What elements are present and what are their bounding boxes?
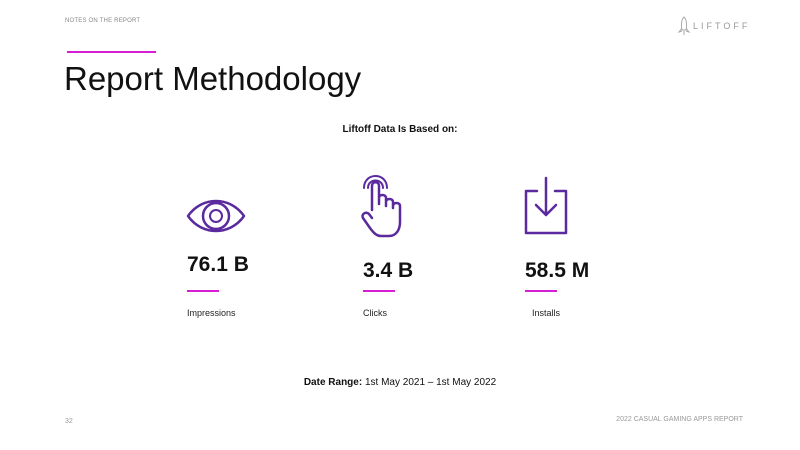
stat-underline xyxy=(363,290,395,292)
hand-icon xyxy=(361,175,402,238)
stat-value: 3.4 B xyxy=(363,259,414,282)
stat-underline xyxy=(187,290,219,292)
stat-underline xyxy=(525,290,557,292)
icons xyxy=(186,175,568,238)
stat-label: Clicks xyxy=(363,308,387,318)
date-range: Date Range: 1st May 2021 – 1st May 2022 xyxy=(0,377,800,388)
section-label: NOTES ON THE REPORT xyxy=(65,18,141,24)
date-range-text: 1st May 2021 – 1st May 2022 xyxy=(364,377,497,388)
stat-label: Installs xyxy=(532,308,561,318)
download-icon xyxy=(524,176,568,235)
stat-value: 58.5 M xyxy=(525,259,590,282)
title: Report Methodology xyxy=(64,60,362,97)
date-range-label: Date Range: xyxy=(303,377,363,388)
logo-icon xyxy=(677,16,691,35)
page-number: 32 xyxy=(65,418,73,425)
subtitle: Liftoff Data Is Based on: xyxy=(342,124,458,135)
logo: LIFTOFF xyxy=(693,21,751,31)
eye-icon xyxy=(186,199,246,233)
accent-line xyxy=(67,51,156,53)
report-name: 2022 CASUAL GAMING APPS REPORT xyxy=(616,416,743,423)
stat-label: Impressions xyxy=(187,308,236,318)
stat-value: 76.1 B xyxy=(187,253,249,276)
